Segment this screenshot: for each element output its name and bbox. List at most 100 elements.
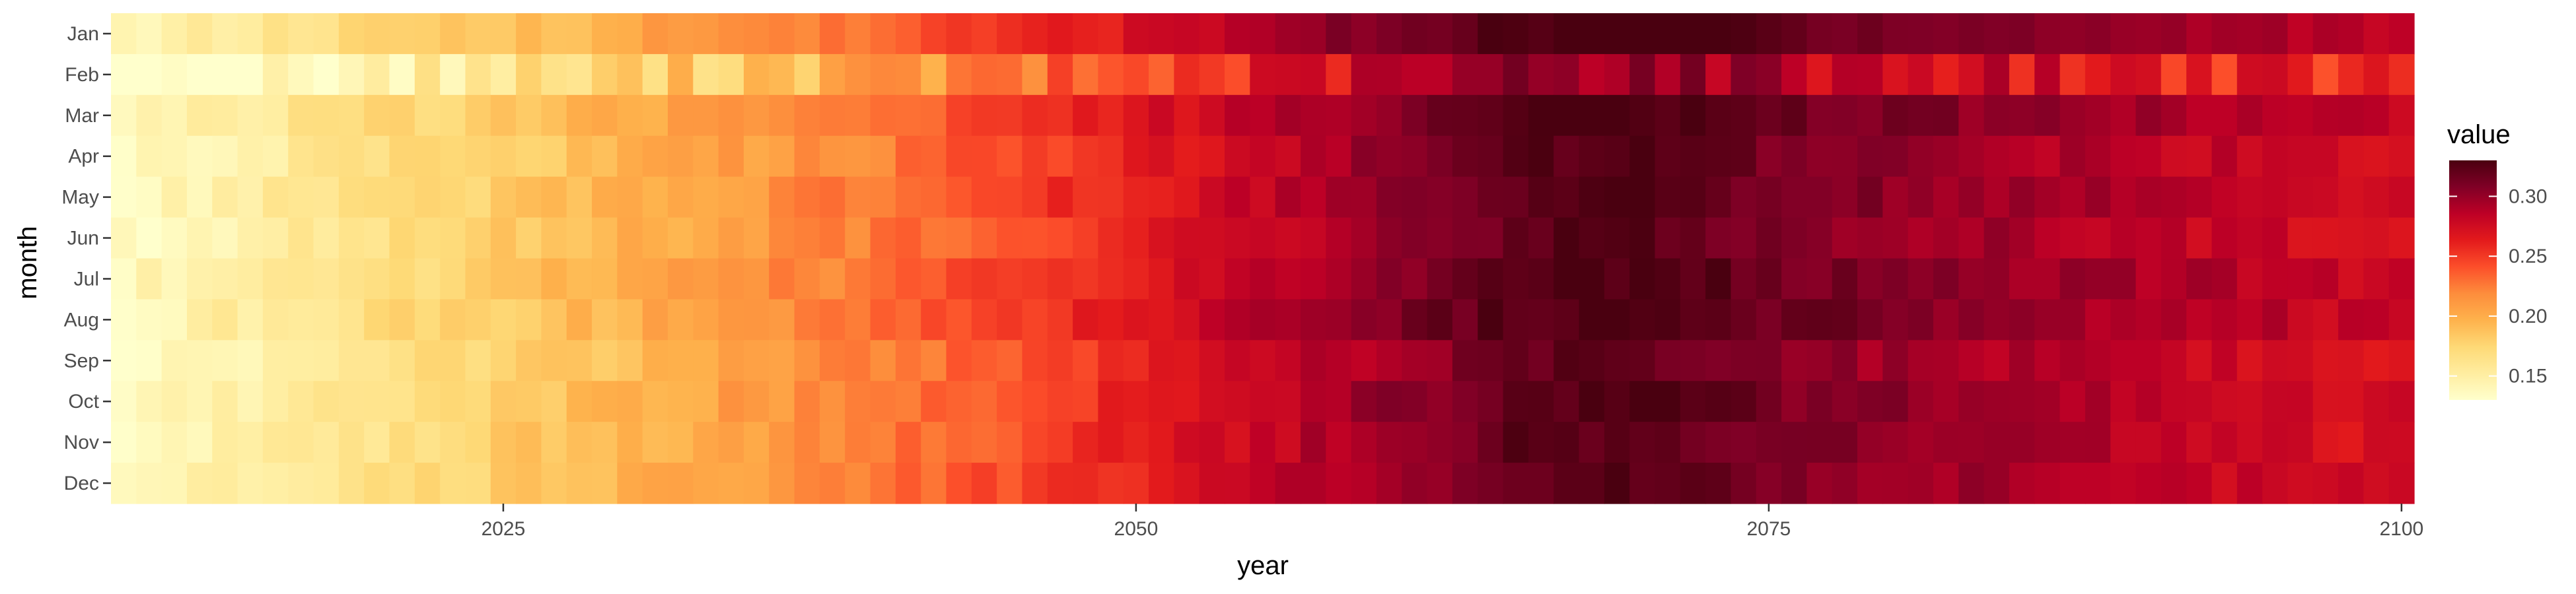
heatmap-cell — [2186, 94, 2213, 137]
heatmap-cell — [1199, 135, 1225, 178]
heatmap-cell — [1629, 422, 1656, 463]
heatmap-cell — [2312, 94, 2339, 137]
x-tick-label: 2050 — [1114, 518, 1159, 540]
heatmap-cell — [1199, 381, 1225, 422]
heatmap-cell — [642, 53, 668, 96]
heatmap-cell — [1478, 381, 1504, 422]
heatmap-cell — [1427, 258, 1453, 300]
heatmap-cell — [1680, 463, 1706, 504]
heatmap-cell — [794, 13, 820, 55]
heatmap-cell — [668, 381, 694, 422]
heatmap-cell — [2034, 463, 2061, 504]
heatmap-cell — [769, 381, 795, 422]
heatmap-cell — [617, 53, 643, 96]
heatmap-cell — [1731, 217, 1757, 259]
heatmap-cell — [186, 135, 213, 178]
heatmap-cell — [465, 135, 491, 178]
heatmap-cell — [2388, 94, 2415, 137]
heatmap-cell — [1731, 13, 1757, 55]
heatmap-cell — [1680, 94, 1706, 137]
heatmap-cell — [1629, 340, 1656, 381]
heatmap-cell — [237, 422, 264, 463]
heatmap-cell — [2262, 463, 2289, 504]
heatmap-cell — [1958, 13, 1985, 55]
heatmap-cell — [1882, 422, 1909, 463]
heatmap-cell — [946, 53, 972, 96]
heatmap-cell — [1250, 53, 1276, 96]
heatmap-cell — [111, 217, 137, 259]
heatmap-cell — [1022, 340, 1048, 381]
heatmap-cell — [1579, 422, 1605, 463]
heatmap-cell — [1427, 53, 1453, 96]
heatmap-cell — [2211, 381, 2238, 422]
heatmap-cell — [617, 94, 643, 137]
heatmap-cell — [2059, 340, 2086, 381]
heatmap-cell — [1275, 13, 1301, 55]
heatmap-cell — [414, 217, 441, 259]
heatmap-cell — [2236, 258, 2263, 300]
heatmap-cell — [1933, 217, 1959, 259]
heatmap-cell — [2186, 135, 2213, 178]
heatmap-cell — [2135, 422, 2162, 463]
heatmap-cell — [2236, 13, 2263, 55]
heatmap-cell — [743, 258, 769, 300]
heatmap-cell — [1199, 94, 1225, 137]
heatmap-cell — [1655, 13, 1681, 55]
heatmap-cell — [592, 176, 618, 218]
heatmap-cell — [668, 299, 694, 341]
heatmap-cell — [440, 94, 466, 137]
heatmap-cell — [2236, 422, 2263, 463]
heatmap-cell — [769, 258, 795, 300]
heatmap-cell — [1882, 258, 1909, 300]
heatmap-cell — [1478, 176, 1504, 218]
heatmap-cell — [2363, 299, 2390, 341]
heatmap-cell — [1705, 94, 1731, 137]
heatmap-cell — [1604, 422, 1630, 463]
heatmap-cell — [2338, 258, 2364, 300]
heatmap-cell — [1984, 299, 2010, 341]
heatmap-cell — [1629, 13, 1656, 55]
heatmap-cell — [592, 53, 618, 96]
heatmap-cell — [364, 53, 390, 96]
heatmap-cell — [1655, 381, 1681, 422]
heatmap-cell — [1326, 422, 1352, 463]
legend-title: value — [2447, 120, 2511, 149]
heatmap-cell — [288, 258, 314, 300]
heatmap-cell — [1655, 94, 1681, 137]
heatmap-cell — [440, 340, 466, 381]
heatmap-cell — [743, 422, 769, 463]
heatmap-cell — [1402, 176, 1428, 218]
heatmap-cell — [1022, 463, 1048, 504]
heatmap-cell — [389, 463, 415, 504]
heatmap-cell — [870, 299, 896, 341]
heatmap-cell — [794, 258, 820, 300]
heatmap-cell — [819, 463, 845, 504]
heatmap-cell — [1149, 135, 1174, 178]
heatmap-cell — [313, 13, 340, 55]
heatmap-cell — [2262, 258, 2289, 300]
heatmap-cell — [1528, 13, 1554, 55]
heatmap-cell — [1528, 217, 1554, 259]
heatmap-cell — [2110, 217, 2137, 259]
heatmap-cell — [2287, 94, 2314, 137]
heatmap-cell — [338, 176, 365, 218]
heatmap-cell — [212, 53, 238, 96]
heatmap-cell — [1857, 217, 1883, 259]
heatmap-cell — [1857, 258, 1883, 300]
heatmap-cell — [1579, 463, 1605, 504]
heatmap-cell — [2009, 13, 2035, 55]
heatmap-cell — [490, 463, 517, 504]
heatmap-cell — [136, 340, 162, 381]
heatmap-cell — [1326, 176, 1352, 218]
heatmap-cell — [1250, 258, 1276, 300]
heatmap-cell — [2363, 258, 2390, 300]
heatmap-cell — [1073, 94, 1099, 137]
heatmap-cell — [845, 381, 871, 422]
heatmap-cell — [1225, 381, 1250, 422]
heatmap-cell — [845, 135, 871, 178]
heatmap-cell — [718, 13, 744, 55]
heatmap-cell — [414, 135, 441, 178]
heatmap-cell — [1832, 340, 1858, 381]
heatmap-cell — [870, 135, 896, 178]
heatmap-cell — [186, 299, 213, 341]
